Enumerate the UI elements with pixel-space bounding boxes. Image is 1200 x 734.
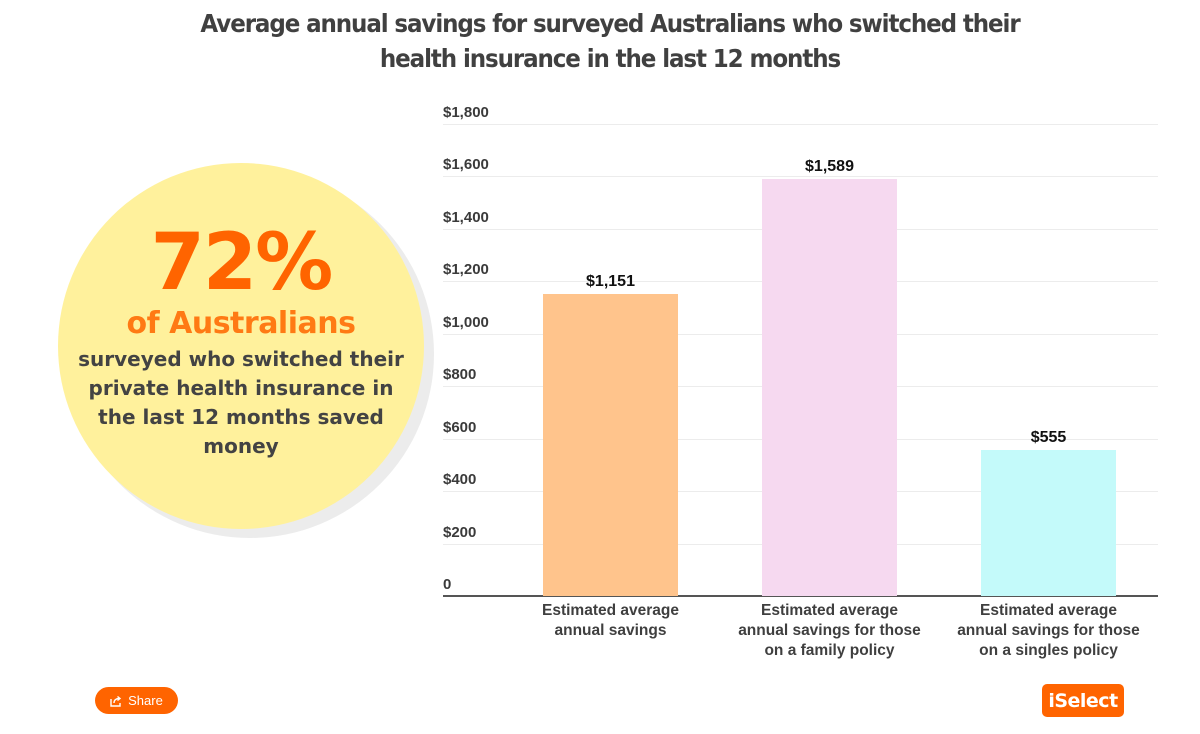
bar — [543, 294, 678, 596]
gridline — [443, 124, 1158, 125]
share-label: Share — [128, 693, 163, 708]
x-axis-category-label: Estimated average annual savings for thos… — [738, 602, 921, 659]
share-button[interactable]: Share — [95, 687, 178, 714]
chart-title-line-2: health insurance in the last 12 months — [379, 44, 841, 73]
y-axis-tick-label: $1,400 — [443, 209, 489, 226]
y-axis-tick-label: $800 — [443, 366, 477, 383]
y-axis-tick-label: $1,000 — [443, 314, 489, 331]
bar-value-label: $1,151 — [586, 273, 635, 290]
x-axis-category-label: Estimated average annual savings — [542, 602, 679, 639]
chart-title-line-1: Average annual savings for surveyed Aust… — [200, 9, 1020, 38]
y-axis-tick-label: $400 — [443, 471, 477, 488]
bar — [981, 450, 1116, 596]
share-icon — [110, 695, 122, 707]
bar-value-label: $555 — [1030, 429, 1067, 446]
bar — [762, 179, 897, 596]
bar-value-label: $1,589 — [805, 158, 854, 175]
callout-stat: 72% — [150, 218, 334, 308]
callout-subject: of Australians — [126, 306, 356, 341]
iselect-logo: iSelect — [1042, 684, 1124, 717]
x-axis-line — [443, 595, 1158, 597]
y-axis-tick-label: $1,800 — [443, 104, 489, 121]
callout-description: surveyed who switched their private heal… — [78, 347, 404, 458]
chart-title: Average annual savings for surveyed Aust… — [49, 6, 1171, 76]
y-axis-tick-label: $200 — [443, 524, 477, 541]
x-axis-category-label: Estimated average annual savings for thos… — [957, 602, 1140, 659]
y-axis-tick-label: $1,200 — [443, 261, 489, 278]
y-axis-tick-label: 0 — [443, 576, 452, 593]
y-axis-tick-label: $1,600 — [443, 156, 489, 173]
gridline — [443, 176, 1158, 177]
y-axis-tick-label: $600 — [443, 419, 477, 436]
callout-circle — [58, 163, 424, 529]
